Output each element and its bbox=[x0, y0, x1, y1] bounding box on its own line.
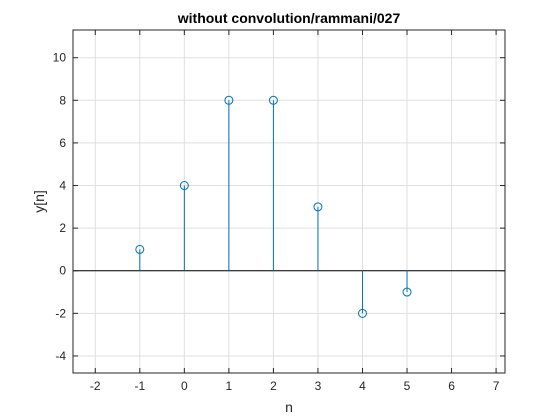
y-axis-label: y[n] bbox=[31, 190, 47, 213]
y-tick-label: -4 bbox=[55, 349, 66, 363]
plot-frame bbox=[72, 29, 506, 374]
x-tick-label: 7 bbox=[493, 379, 500, 393]
y-tick-label: 4 bbox=[59, 179, 66, 193]
y-tick-label: -2 bbox=[55, 306, 66, 320]
x-axis-ticks: -2 -1 0 1 2 3 4 5 6 7 bbox=[90, 30, 500, 393]
grid-lines bbox=[73, 30, 505, 373]
chart-title: without convolution/rammani/027 bbox=[177, 10, 401, 26]
y-tick-label: 8 bbox=[59, 93, 66, 107]
x-axis-label: n bbox=[285, 399, 293, 415]
plot-area bbox=[73, 30, 505, 373]
y-tick-label: 0 bbox=[59, 264, 66, 278]
x-tick-label: 4 bbox=[359, 379, 366, 393]
stem-marker bbox=[224, 95, 234, 105]
stem-marker bbox=[268, 95, 278, 105]
stem-marker bbox=[135, 244, 145, 254]
x-tick-label: -2 bbox=[90, 379, 101, 393]
x-tick-label: 3 bbox=[315, 379, 322, 393]
x-tick-label: 0 bbox=[181, 379, 188, 393]
x-tick-label: 6 bbox=[448, 379, 455, 393]
stem-marker bbox=[357, 308, 367, 318]
stem-series bbox=[135, 95, 412, 318]
stem-marker bbox=[402, 287, 412, 297]
stem-marker bbox=[179, 181, 189, 191]
y-tick-label: 6 bbox=[59, 136, 66, 150]
y-tick-label: 10 bbox=[53, 51, 67, 65]
x-tick-label: 5 bbox=[404, 379, 411, 393]
stem-marker bbox=[313, 202, 323, 212]
y-axis-ticks: -4 -2 0 2 4 6 8 10 bbox=[53, 51, 505, 363]
x-tick-label: 1 bbox=[226, 379, 233, 393]
x-tick-label: -1 bbox=[134, 379, 145, 393]
x-tick-label: 2 bbox=[270, 379, 277, 393]
y-tick-label: 2 bbox=[59, 221, 66, 235]
